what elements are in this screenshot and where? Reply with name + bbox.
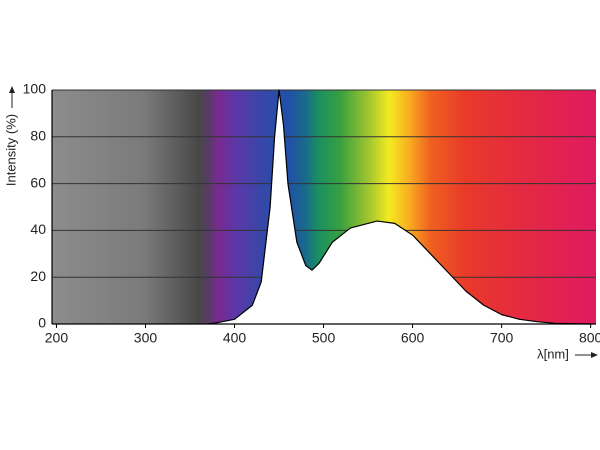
x-tick-label: 800 [579,330,600,346]
x-tick-label: 400 [223,330,247,346]
y-axis-label: Intensity (%) [3,114,18,186]
y-tick-label: 20 [30,268,46,284]
curve [207,89,591,325]
x-arrow-head [591,352,598,358]
y-tick-label: 60 [30,174,46,190]
x-tick-label: 600 [401,330,425,346]
x-tick-label: 700 [490,330,514,346]
x-axis-label: λ[nm] [537,346,569,361]
y-tick-label: 0 [38,315,46,331]
area-fill [207,90,591,324]
x-tick-label: 500 [312,330,336,346]
x-tick-label: 300 [134,330,158,346]
y-tick-label: 100 [23,81,47,97]
y-arrow-head [9,86,15,93]
x-tick-label: 200 [45,330,69,346]
y-tick-label: 80 [30,128,46,144]
y-tick-label: 40 [30,221,46,237]
